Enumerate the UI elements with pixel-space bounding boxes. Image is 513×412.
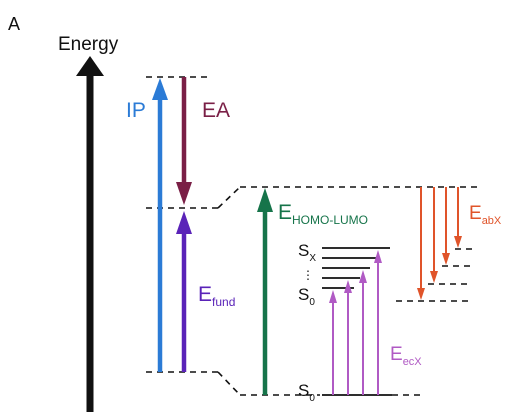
ea-label: EA — [202, 99, 230, 122]
ecx-arrow-1 — [329, 290, 337, 395]
e-abx-label-sub: abX — [482, 215, 502, 227]
e-fund-arrow — [176, 211, 192, 372]
energy-axis-label: Energy — [58, 34, 119, 55]
e-homo-lumo-label-main: E — [278, 201, 292, 224]
e-ecx-label-sub: ecX — [403, 356, 423, 368]
s0-upper-label-sub: 0 — [309, 297, 315, 308]
abx-arrow-3 — [430, 187, 438, 283]
energy-axis — [76, 56, 104, 412]
e-fund-label-sub: fund — [212, 295, 235, 309]
ea-arrow — [176, 77, 192, 205]
ip-label: IP — [126, 99, 146, 122]
sx-label-main: S — [298, 241, 309, 260]
e-homo-lumo-arrow — [257, 188, 273, 395]
ecx-arrow-3 — [359, 270, 367, 395]
e-fund-label: Efund — [198, 283, 235, 309]
abx-arrow-4 — [417, 187, 425, 300]
e-abx-arrows — [417, 187, 462, 300]
abx-arrow-1 — [454, 187, 462, 248]
s0-upper-label: S0 — [298, 285, 315, 308]
ecx-arrow-2 — [344, 280, 352, 395]
e-homo-lumo-label-sub: HOMO-LUMO — [292, 213, 368, 227]
sx-label: SX — [298, 241, 316, 264]
sx-label-sub: X — [309, 253, 316, 264]
s0-lower-label-sub: 0 — [309, 393, 315, 404]
e-homo-lumo-label: EHOMO-LUMO — [278, 201, 368, 227]
ip-arrow — [152, 78, 168, 372]
ecx-arrow-4 — [374, 250, 382, 395]
homo-connector — [217, 371, 241, 396]
e-abx-label-main: E — [469, 203, 482, 224]
e-ecx-label: EecX — [390, 344, 422, 368]
s0-lower-label: S0 — [298, 381, 315, 404]
e-fund-label-main: E — [198, 283, 212, 306]
s0-lower-label-main: S — [298, 381, 309, 400]
panel-label: A — [8, 14, 20, 34]
e-ecx-label-main: E — [390, 344, 403, 365]
e-ecx-arrows — [329, 250, 382, 395]
abx-arrow-2 — [442, 187, 450, 265]
state-vdots: ⋮ — [302, 268, 314, 282]
lumo-connector — [217, 186, 241, 209]
level-lines — [146, 76, 480, 396]
e-abx-label: EabX — [469, 203, 502, 227]
s0-upper-label-main: S — [298, 285, 309, 304]
axis-arrowhead — [76, 56, 104, 76]
